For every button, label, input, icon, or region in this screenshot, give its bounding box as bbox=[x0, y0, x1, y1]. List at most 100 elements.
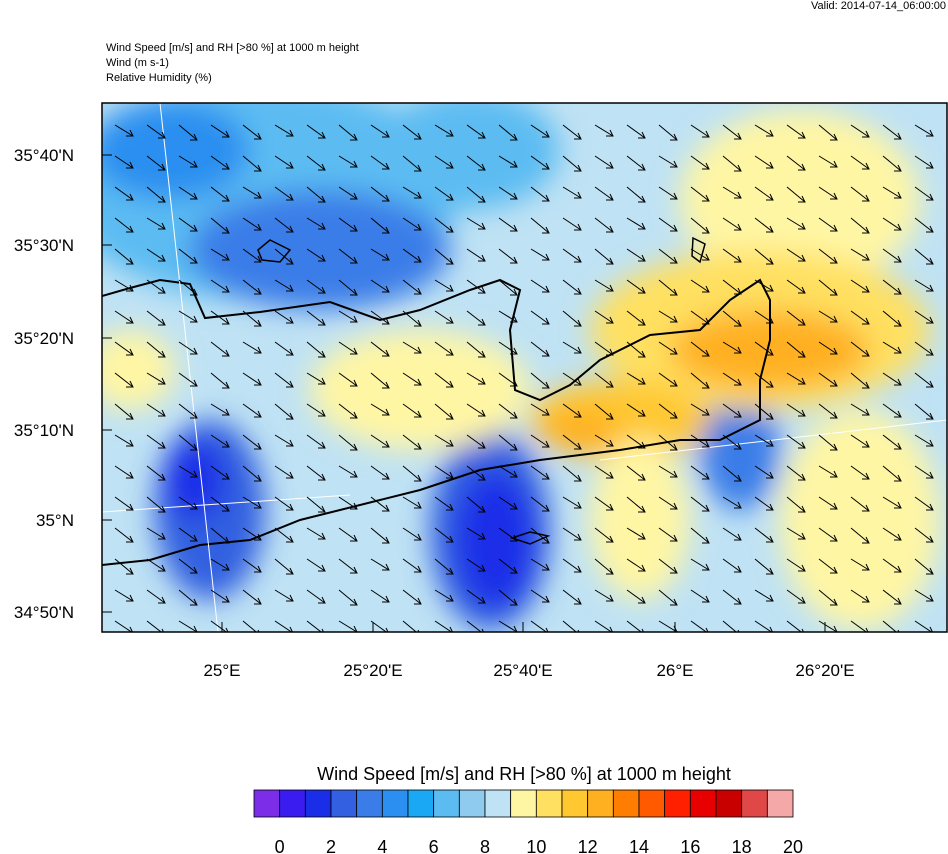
wind-arrow bbox=[882, 124, 902, 140]
wind-arrow bbox=[882, 310, 902, 327]
color-box bbox=[766, 789, 794, 818]
wind-arrow bbox=[402, 403, 422, 418]
wind-arrow bbox=[754, 620, 774, 632]
wind-arrow bbox=[402, 434, 422, 450]
wind-arrow bbox=[370, 310, 390, 325]
wind-arrow bbox=[722, 124, 742, 140]
wind-arrow bbox=[434, 403, 454, 420]
lon-label: 25°40'E bbox=[493, 661, 552, 680]
wind-arrow bbox=[338, 465, 358, 478]
wind-arrow bbox=[530, 372, 550, 389]
wind-arrow bbox=[818, 310, 838, 323]
wind-arrow bbox=[626, 217, 646, 230]
wind-arrow bbox=[402, 217, 422, 231]
wind-arrow bbox=[690, 589, 710, 603]
axes: 35°40'N 35°30'N 35°20'N 35°10'N 35°N 34°50'N 2… bbox=[14, 146, 855, 680]
wind-arrow bbox=[146, 279, 166, 294]
wind-arrow bbox=[850, 279, 870, 293]
wind-arrow bbox=[690, 465, 710, 480]
wind-arrow bbox=[114, 465, 134, 479]
lon-label: 26°E bbox=[656, 661, 693, 680]
color-box bbox=[741, 789, 768, 818]
wind-arrow bbox=[658, 248, 678, 264]
wind-arrow bbox=[146, 434, 166, 449]
title-line: Wind Speed [m/s] and RH [>80 %] at 1000 … bbox=[106, 42, 359, 54]
wind-arrow bbox=[434, 217, 454, 233]
color-box bbox=[561, 789, 589, 818]
wind-arrow bbox=[594, 558, 614, 575]
wind-arrow bbox=[338, 527, 358, 542]
wind-arrow bbox=[178, 217, 198, 232]
wind-arrow bbox=[754, 496, 774, 511]
color-box bbox=[253, 789, 281, 818]
color-box bbox=[638, 789, 666, 818]
wind-arrow bbox=[594, 434, 614, 447]
wind-arrow bbox=[466, 589, 486, 604]
wind-arrow bbox=[466, 248, 486, 262]
wind-arrow bbox=[690, 248, 710, 261]
wind-arrow bbox=[658, 465, 678, 478]
wind-arrow bbox=[658, 372, 678, 387]
wind-arrow bbox=[690, 527, 710, 544]
wind-arrow bbox=[402, 465, 422, 482]
wind-arrow bbox=[466, 620, 485, 632]
wind-arrow bbox=[242, 434, 262, 450]
wind-arrow bbox=[658, 403, 678, 419]
wind-arrow bbox=[146, 124, 166, 139]
wind-arrow bbox=[402, 620, 420, 632]
color-box bbox=[510, 789, 537, 818]
wind-arrow bbox=[722, 527, 742, 541]
wind-arrow bbox=[658, 434, 678, 451]
wind-arrow bbox=[754, 217, 774, 233]
wind-arrow bbox=[498, 465, 518, 478]
wind-arrow bbox=[562, 403, 582, 418]
color-box bbox=[612, 789, 640, 818]
color-box bbox=[330, 789, 358, 818]
wind-arrow bbox=[882, 372, 902, 386]
wind-arrows bbox=[114, 124, 934, 632]
wind-arrow bbox=[626, 403, 646, 417]
wind-arrow bbox=[210, 248, 230, 261]
wind-arrow bbox=[306, 248, 326, 262]
wind-arrow bbox=[402, 341, 422, 354]
wind-arrow bbox=[722, 465, 742, 482]
wind-arrow bbox=[818, 403, 838, 419]
wind-arrow bbox=[818, 155, 838, 168]
wind-arrow bbox=[530, 248, 550, 261]
wind-arrow bbox=[690, 186, 710, 202]
wind-arrow bbox=[434, 434, 454, 447]
wind-arrow bbox=[754, 403, 774, 420]
wind-arrow bbox=[306, 310, 326, 326]
wind-arrow bbox=[754, 527, 774, 543]
wind-arrow bbox=[722, 620, 740, 632]
wind-arrow bbox=[850, 248, 870, 261]
wind-arrow bbox=[562, 496, 582, 509]
wind-arrow bbox=[274, 589, 294, 602]
wind-arrow bbox=[338, 248, 358, 264]
wind-arrow bbox=[498, 124, 518, 141]
field bbox=[102, 103, 947, 632]
wind-arrow bbox=[146, 589, 166, 604]
wind-arrow bbox=[338, 341, 358, 355]
wind-arrow bbox=[370, 155, 390, 170]
wind-arrow bbox=[178, 434, 198, 451]
wind-arrow bbox=[850, 434, 870, 448]
wind-arrow bbox=[498, 217, 518, 232]
wind-arrow bbox=[338, 558, 358, 574]
wind-arrow bbox=[786, 248, 806, 262]
wind-arrow bbox=[818, 589, 838, 606]
wind-arrow bbox=[882, 434, 902, 450]
wind-arrow bbox=[370, 465, 390, 480]
wind-arrow bbox=[498, 186, 518, 200]
wind-arrow bbox=[690, 372, 710, 389]
colorbar-label: 10 bbox=[526, 837, 546, 854]
colorbar-label: 18 bbox=[732, 837, 752, 854]
wind-arrow bbox=[274, 341, 294, 356]
wind-arrow bbox=[498, 248, 518, 264]
wind-arrow bbox=[850, 496, 870, 512]
wind-arrow bbox=[178, 558, 198, 574]
wind-arrow bbox=[786, 496, 806, 513]
lon-label: 25°20'E bbox=[343, 661, 402, 680]
wind-arrow bbox=[178, 496, 198, 510]
color-box bbox=[433, 789, 460, 818]
